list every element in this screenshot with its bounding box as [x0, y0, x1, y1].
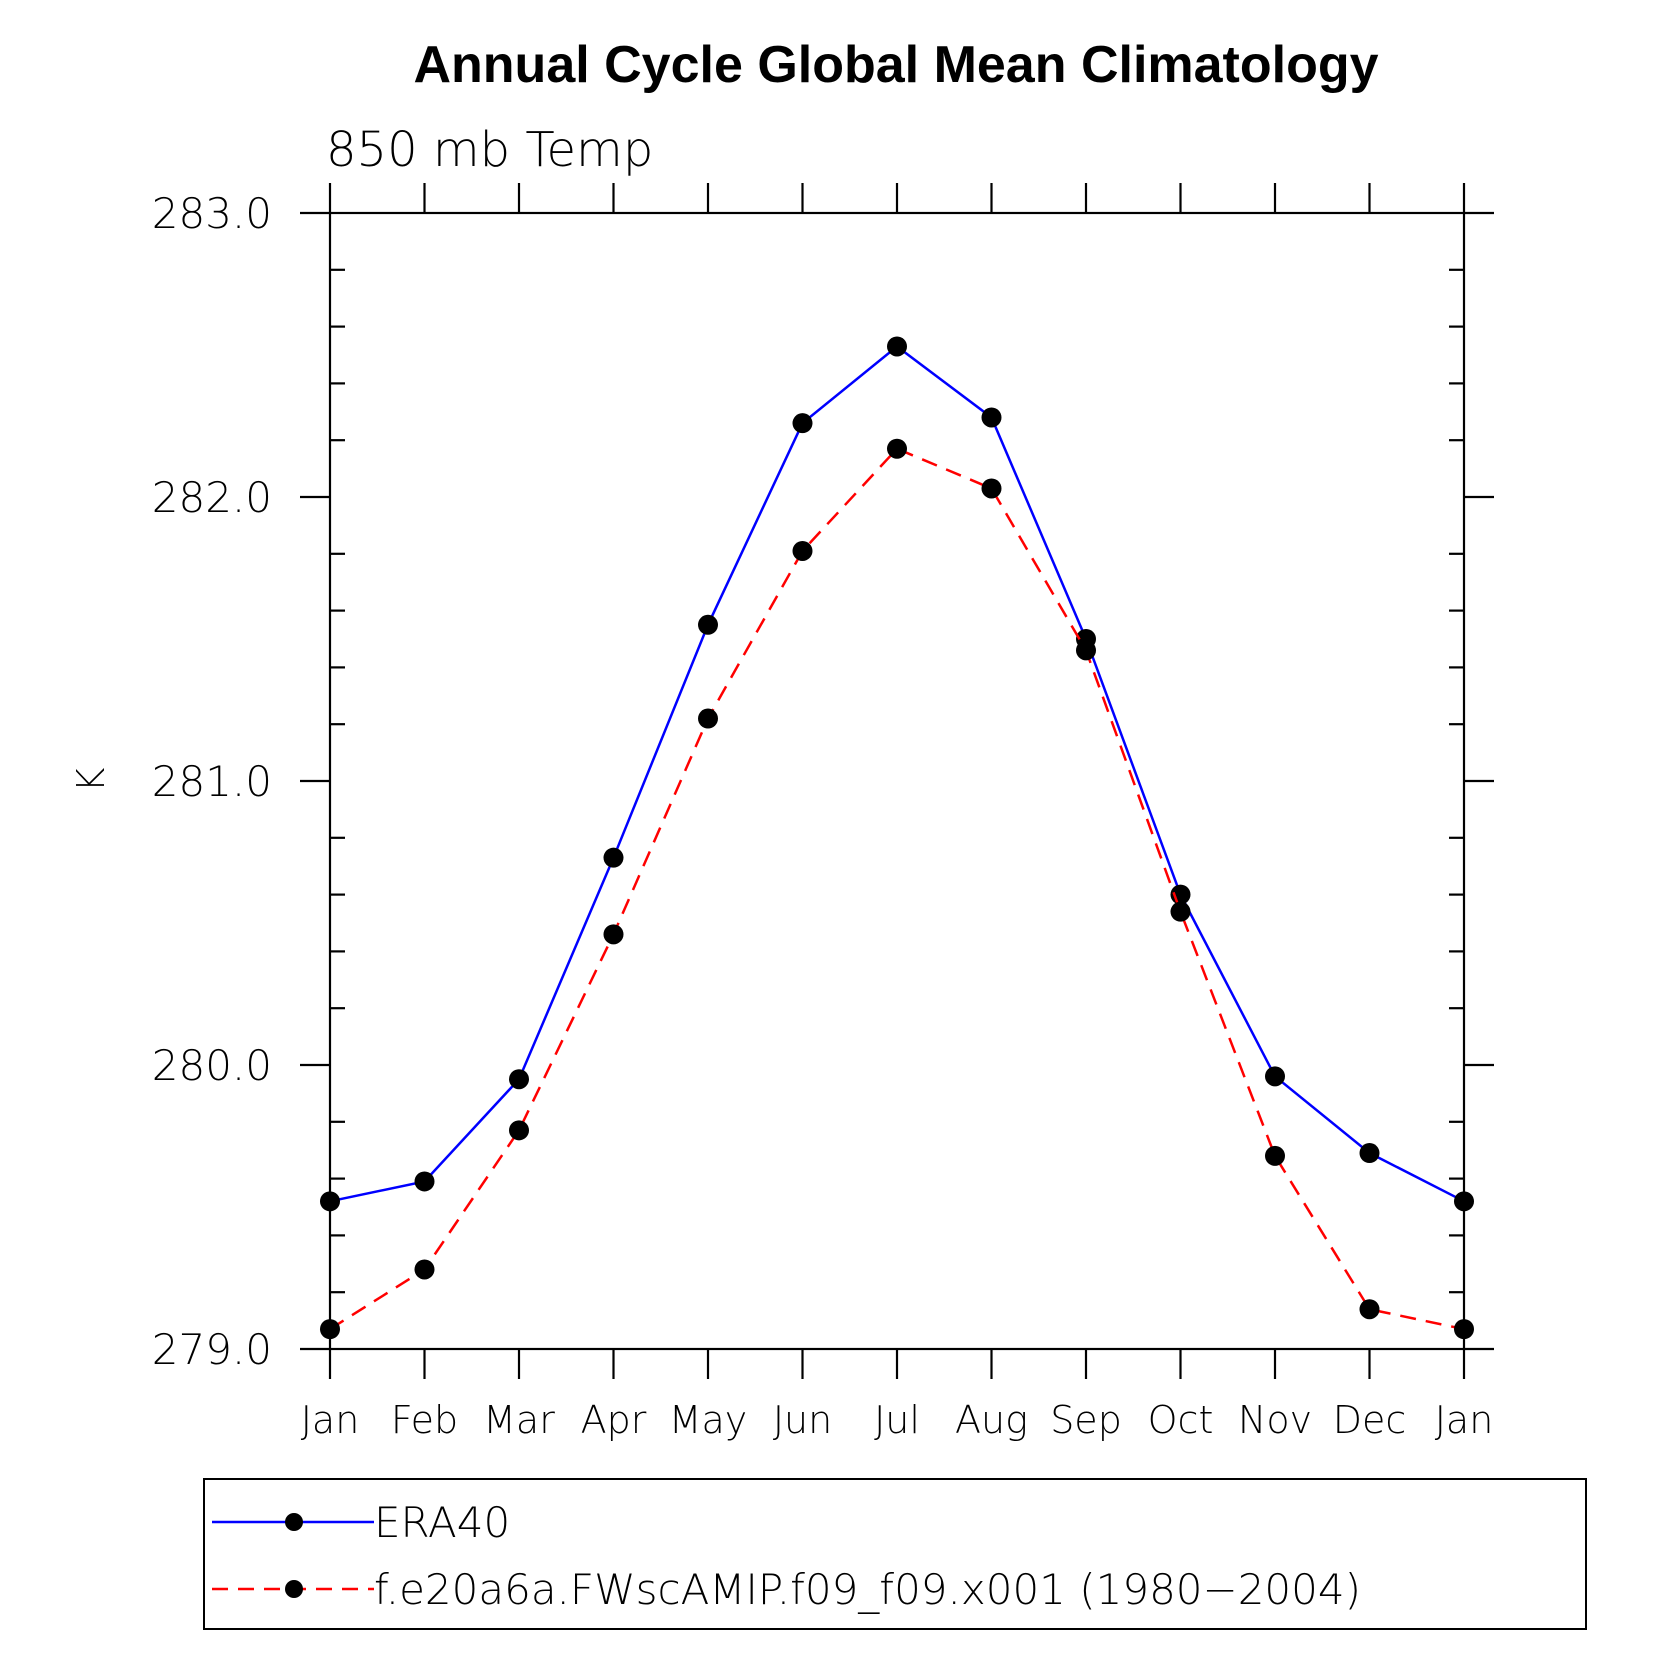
data-point — [698, 614, 718, 635]
axis-ticks — [300, 183, 1494, 1379]
data-point — [1076, 640, 1096, 661]
legend-item-era40: ERA40 — [212, 1498, 510, 1547]
y-tick-label: 281.0 — [152, 757, 272, 806]
legend-item-model: f.e20a6a.FWscAMIP.f09_f09.x001 (1980−200… — [212, 1565, 1361, 1614]
data-point — [1359, 1143, 1380, 1164]
data-point — [509, 1069, 529, 1090]
x-tick-label: Apr — [581, 1398, 647, 1442]
data-point — [1359, 1299, 1380, 1320]
y-tick-label: 283.0 — [152, 189, 272, 238]
x-tick-label: Sep — [1050, 1398, 1122, 1442]
data-point — [414, 1171, 435, 1192]
data-point — [887, 336, 907, 357]
series-line — [329, 447, 1465, 1331]
data-point — [603, 924, 624, 945]
x-tick-label: Jul — [874, 1398, 920, 1442]
x-tick-label: Oct — [1148, 1398, 1214, 1442]
series-1 — [320, 438, 1474, 1340]
data-point — [698, 708, 718, 729]
chart-title: Annual Cycle Global Mean Climatology — [413, 36, 1378, 94]
data-point — [320, 1319, 340, 1340]
x-tick-labels: Jan Feb Mar Apr May Jun Jul Aug Sep Oct Nov Dec Jan — [301, 1398, 1494, 1442]
legend-box — [203, 1478, 1587, 1630]
data-point — [509, 1120, 529, 1141]
x-tick-label: Jan — [1435, 1398, 1494, 1442]
data-point — [792, 540, 813, 561]
y-tick-label: 279.0 — [152, 1325, 272, 1374]
series-line — [329, 344, 1465, 1203]
data-point — [1454, 1319, 1474, 1340]
series-layer — [320, 336, 1474, 1340]
data-point — [414, 1259, 435, 1280]
data-point — [981, 478, 1002, 499]
plot-frame — [328, 211, 1466, 1351]
data-point — [887, 438, 907, 459]
data-point — [1454, 1191, 1474, 1212]
x-tick-label: Aug — [955, 1398, 1028, 1442]
chart-subtitle: 850 mb Temp — [326, 122, 653, 178]
data-point — [320, 1191, 340, 1212]
data-point — [792, 413, 813, 434]
legend-marker-model — [285, 1580, 303, 1598]
x-tick-label: Jun — [773, 1398, 832, 1442]
data-point — [1265, 1066, 1285, 1087]
data-point — [1170, 901, 1191, 922]
x-tick-label: Mar — [483, 1398, 555, 1442]
legend-label-era40: ERA40 — [374, 1498, 510, 1547]
x-tick-label: May — [669, 1398, 748, 1442]
series-0 — [320, 336, 1474, 1212]
y-axis-label: K — [69, 767, 113, 792]
y-tick-label: 282.0 — [152, 473, 272, 522]
x-tick-label: Feb — [391, 1398, 458, 1442]
x-tick-label: Jan — [301, 1398, 360, 1442]
x-tick-label: Nov — [1238, 1398, 1312, 1442]
legend-label-model: f.e20a6a.FWscAMIP.f09_f09.x001 (1980−200… — [374, 1565, 1361, 1614]
y-tick-label: 280.0 — [152, 1041, 272, 1090]
x-tick-label: Dec — [1333, 1398, 1407, 1442]
data-point — [1265, 1145, 1285, 1166]
data-point — [981, 407, 1002, 428]
legend-marker-era40 — [285, 1513, 303, 1531]
y-tick-labels: 279.0 280.0 281.0 282.0 283.0 — [152, 189, 272, 1374]
data-point — [603, 847, 624, 868]
